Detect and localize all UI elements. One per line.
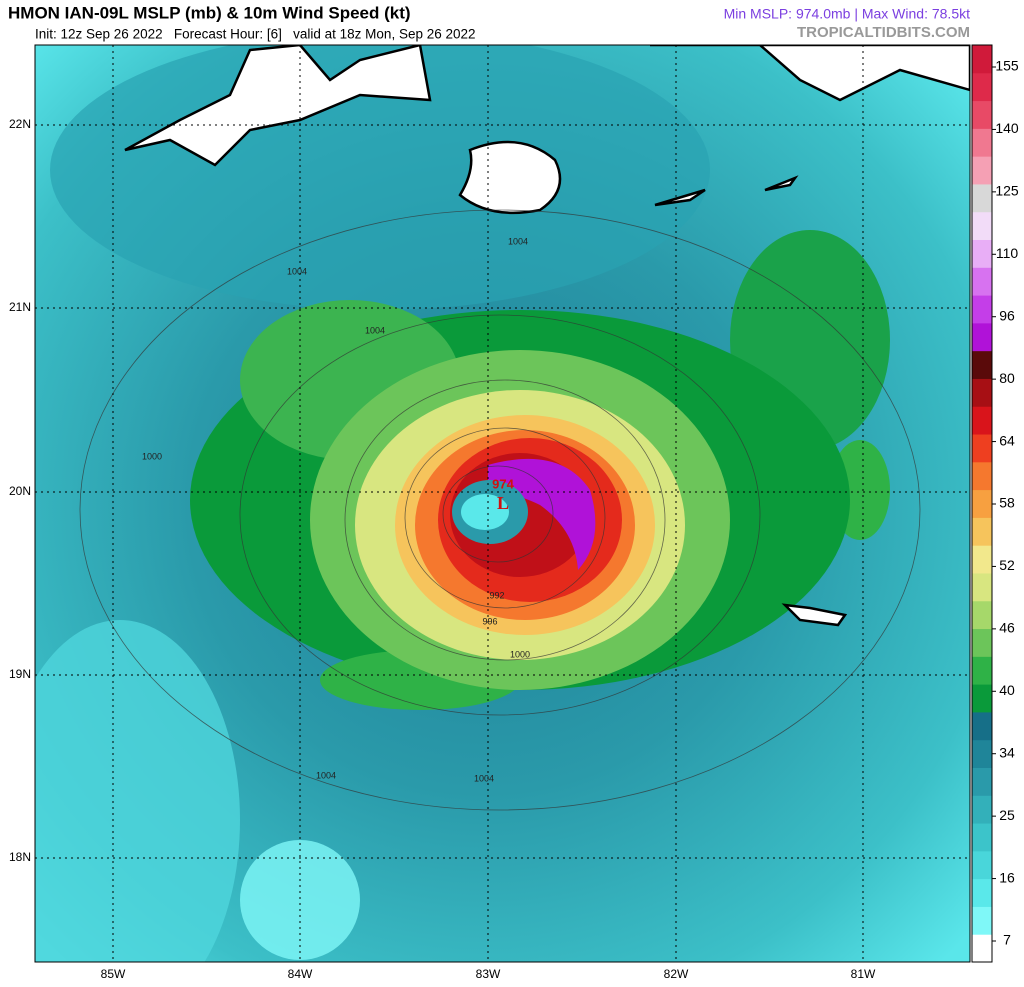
colorbar-band — [972, 600, 992, 630]
contour-label: 996 — [482, 616, 497, 626]
colorbar: 7 16 25 34 40 46 52 58 64 80 96 110 125 140 155 — [971, 44, 1019, 963]
colorbar-band — [972, 378, 992, 407]
lat-label: 20N — [9, 484, 31, 498]
colorbar-band — [972, 156, 992, 185]
colorbar-band — [972, 211, 992, 241]
colorbar-band — [972, 711, 992, 741]
colorbar-label: 110 — [996, 245, 1019, 261]
colorbar-label: 96 — [999, 307, 1015, 323]
colorbar-label: 58 — [999, 495, 1015, 511]
colorbar-band — [972, 572, 992, 602]
colorbar-band — [972, 128, 992, 157]
colorbar-label: 16 — [999, 869, 1015, 885]
colorbar-band — [972, 489, 992, 518]
colorbar-label: 25 — [999, 807, 1015, 823]
low-pressure-value: 974 — [492, 476, 514, 491]
lat-label: 22N — [9, 117, 31, 131]
low-marker: L — [497, 493, 509, 513]
colorbar-band — [972, 850, 992, 880]
colorbar-band — [972, 517, 992, 546]
contour-label: 1004 — [365, 325, 385, 335]
lon-label: 84W — [288, 967, 313, 981]
contour-label: 992 — [489, 590, 504, 600]
lon-label: 83W — [476, 967, 501, 981]
lat-label: 21N — [9, 300, 31, 314]
colorbar-band — [972, 434, 992, 463]
lon-label: 82W — [664, 967, 689, 981]
subtitle: Init: 12z Sep 26 2022 Forecast Hour: [6]… — [35, 27, 476, 42]
colorbar-band — [972, 461, 992, 491]
colorbar-band — [972, 795, 992, 824]
colorbar-band — [972, 406, 992, 435]
lon-label: 85W — [101, 967, 126, 981]
colorbar-band — [972, 100, 992, 129]
source: TROPICALTIDBITS.COM — [797, 24, 970, 41]
colorbar-label: 52 — [999, 557, 1015, 573]
colorbar-band — [972, 45, 992, 74]
stats: Min MSLP: 974.0mb | Max Wind: 78.5kt — [724, 6, 971, 22]
colorbar-label: 80 — [999, 370, 1015, 386]
colorbar-band — [972, 823, 992, 852]
title: HMON IAN-09L MSLP (mb) & 10m Wind Speed … — [8, 3, 411, 22]
lat-label: 19N — [9, 667, 31, 681]
colorbar-label: 34 — [999, 744, 1015, 760]
colorbar-band — [972, 628, 992, 657]
colorbar-label: 155 — [995, 58, 1019, 74]
colorbar-band — [972, 739, 992, 768]
colorbar-band — [972, 350, 992, 379]
colorbar-band — [972, 322, 992, 352]
colorbar-band — [972, 656, 992, 685]
colorbar-band — [972, 684, 992, 713]
contour-label: 1004 — [316, 770, 336, 780]
colorbar-band — [972, 767, 992, 796]
colorbar-label: 140 — [995, 120, 1019, 136]
colorbar-label: 125 — [995, 183, 1019, 199]
contour-label: 1000 — [510, 649, 530, 659]
colorbar-label: 64 — [999, 432, 1015, 448]
colorbar-label: 40 — [999, 682, 1015, 698]
colorbar-band — [972, 295, 992, 324]
colorbar-band — [972, 934, 992, 963]
colorbar-band — [972, 906, 992, 935]
colorbar-band — [972, 878, 992, 907]
lon-label: 81W — [851, 967, 876, 981]
map-field — [35, 45, 970, 962]
colorbar-label: 46 — [999, 620, 1015, 636]
lat-label: 18N — [9, 850, 31, 864]
contour-label: 1004 — [474, 773, 494, 783]
colorbar-label: 7 — [1003, 932, 1011, 948]
colorbar-band — [972, 545, 992, 574]
colorbar-band — [972, 239, 992, 268]
map-frame — [34, 44, 971, 963]
colorbar-band — [972, 183, 992, 213]
colorbar-band — [972, 267, 992, 296]
contour-label: 1004 — [287, 266, 307, 276]
contour-label: 1004 — [508, 236, 528, 246]
contour-label: 1000 — [142, 451, 162, 461]
colorbar-band — [972, 72, 992, 102]
